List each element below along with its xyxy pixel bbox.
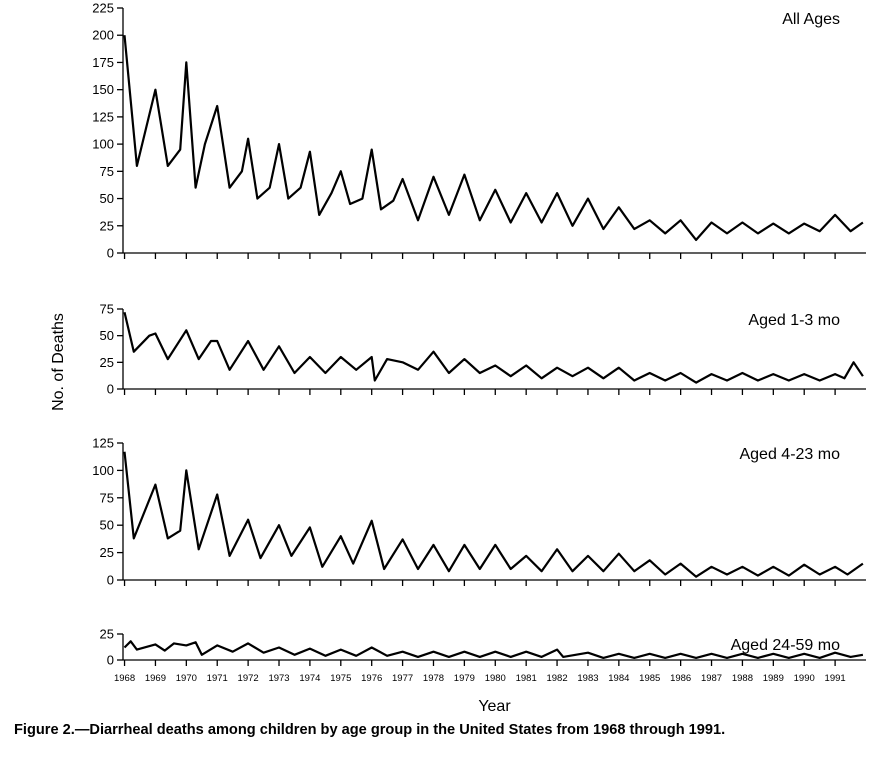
y-tick-label: 50 — [100, 328, 114, 343]
x-tick-label: 1976 — [361, 673, 382, 684]
y-tick-label: 25 — [100, 545, 114, 560]
x-tick-label: 1984 — [608, 673, 629, 684]
y-tick-label: 75 — [100, 302, 114, 317]
x-tick-label: 1973 — [268, 673, 289, 684]
x-tick-label: 1977 — [392, 673, 413, 684]
y-tick-label: 75 — [100, 164, 114, 179]
x-tick-label: 1987 — [701, 673, 722, 684]
y-tick-label: 150 — [92, 82, 114, 97]
y-tick-label: 25 — [100, 627, 114, 642]
series-line-4 — [123, 640, 864, 660]
x-tick-label: 1991 — [825, 673, 846, 684]
y-tick-label: 75 — [100, 490, 114, 505]
x-tick-label: 1986 — [670, 673, 691, 684]
y-tick-label: 100 — [92, 137, 114, 152]
series-line-2 — [123, 311, 864, 384]
x-tick-label: 1985 — [639, 673, 660, 684]
x-tick-label: 1988 — [732, 673, 753, 684]
panel-label: Aged 1-3 mo — [748, 312, 840, 329]
x-tick-label: 1970 — [176, 673, 197, 684]
x-tick-label: 1989 — [763, 673, 784, 684]
x-tick-label: 1979 — [454, 673, 475, 684]
y-tick-label: 50 — [100, 518, 114, 533]
panel-label: Aged 24-59 mo — [731, 637, 841, 654]
y-axis-title: No. of Deaths — [50, 313, 67, 411]
x-tick-label: 1975 — [330, 673, 351, 684]
panel-label: Aged 4-23 mo — [739, 446, 840, 463]
y-tick-label: 50 — [100, 191, 114, 206]
y-tick-label: 0 — [107, 382, 114, 397]
x-tick-label: 1981 — [516, 673, 537, 684]
y-tick-label: 225 — [92, 1, 114, 16]
x-tick-label: 1972 — [238, 673, 259, 684]
x-tick-label: 1983 — [577, 673, 598, 684]
y-tick-label: 0 — [107, 653, 114, 668]
y-tick-label: 125 — [92, 436, 114, 451]
y-tick-label: 200 — [92, 28, 114, 43]
y-tick-label: 0 — [107, 573, 114, 588]
x-tick-label: 1969 — [145, 673, 166, 684]
y-tick-label: 100 — [92, 463, 114, 478]
series-line-3 — [123, 451, 864, 578]
chart-svg: 0 25 50 75 100 125 150 175 200 225 All Ages 0 25 50 75… — [50, 1, 866, 715]
x-tick-label: 1968 — [114, 673, 135, 684]
y-tick-label: 25 — [100, 355, 114, 370]
series-line-1 — [123, 35, 864, 241]
x-tick-label: 1990 — [794, 673, 815, 684]
panel-label: All Ages — [782, 11, 840, 28]
figure-caption: Figure 2.—Diarrheal deaths among childre… — [14, 722, 726, 738]
x-tick-label: 1971 — [207, 673, 228, 684]
y-tick-label: 0 — [107, 246, 114, 261]
x-tick-label: 1982 — [546, 673, 567, 684]
x-axis-title: Year — [478, 698, 511, 715]
x-tick-label: 1974 — [299, 673, 320, 684]
x-tick-label: 1978 — [423, 673, 444, 684]
y-tick-label: 125 — [92, 109, 114, 124]
x-tick-label: 1980 — [485, 673, 506, 684]
y-tick-label: 25 — [100, 218, 114, 233]
y-tick-label: 175 — [92, 55, 114, 70]
